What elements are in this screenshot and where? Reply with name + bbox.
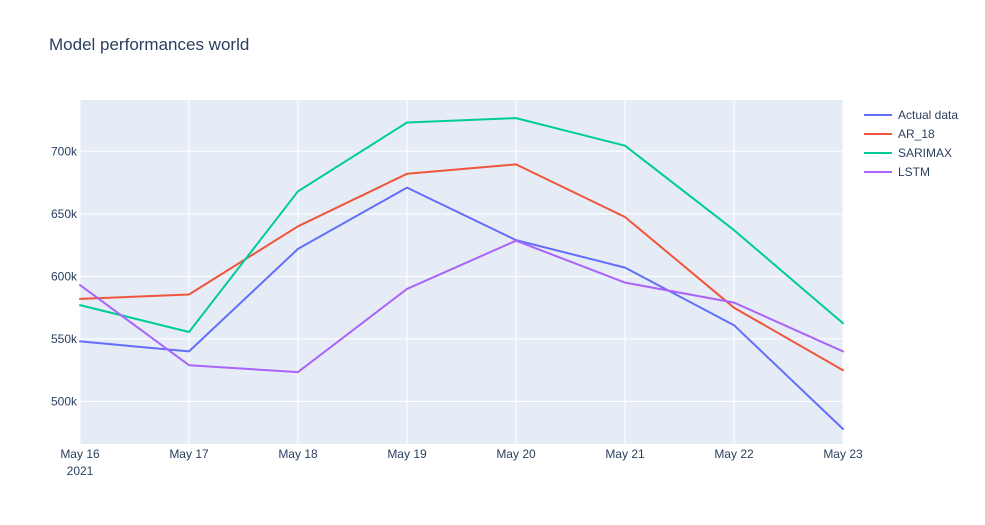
x-tick-label: May 20 xyxy=(496,447,536,461)
legend-label: Actual data xyxy=(898,108,958,122)
y-tick-label: 500k xyxy=(51,394,78,408)
legend-item[interactable]: LSTM xyxy=(864,165,930,179)
y-tick-label: 700k xyxy=(51,144,78,158)
series-line-actual-data[interactable] xyxy=(79,186,844,430)
legend-label: LSTM xyxy=(898,165,930,179)
y-tick-label: 650k xyxy=(51,207,78,221)
x-tick-label: May 17 xyxy=(169,447,209,461)
y-axis-ticks: 500k 550k 600k 650k 700k xyxy=(51,144,78,408)
legend-label: SARIMAX xyxy=(898,146,952,160)
series-line-ar-18[interactable] xyxy=(79,163,844,372)
x-tick-label: May 19 xyxy=(387,447,427,461)
series-line-sarimax[interactable] xyxy=(79,117,844,333)
grid-lines xyxy=(79,100,844,444)
series-line-lstm[interactable] xyxy=(79,239,844,374)
chart-title: Model performances world xyxy=(49,35,249,54)
x-tick-label: May 23 xyxy=(823,447,863,461)
y-tick-label: 550k xyxy=(51,332,78,346)
x-axis-ticks: 2021 May 16 May 17 May 18 May 19 May 20 May 2… xyxy=(60,447,863,478)
legend-item[interactable]: Actual data xyxy=(864,108,958,122)
plot-area xyxy=(80,100,843,444)
x-year-label: 2021 xyxy=(67,464,94,478)
series-lines xyxy=(79,117,844,430)
legend[interactable]: Actual data AR_18 SARIMAX LSTM xyxy=(864,108,958,179)
x-tick-label: May 16 xyxy=(60,447,100,461)
legend-item[interactable]: AR_18 xyxy=(864,127,935,141)
y-tick-label: 600k xyxy=(51,269,78,283)
x-tick-label: May 21 xyxy=(605,447,645,461)
x-tick-label: May 18 xyxy=(278,447,318,461)
legend-item[interactable]: SARIMAX xyxy=(864,146,952,160)
x-tick-label: May 22 xyxy=(714,447,754,461)
legend-label: AR_18 xyxy=(898,127,935,141)
